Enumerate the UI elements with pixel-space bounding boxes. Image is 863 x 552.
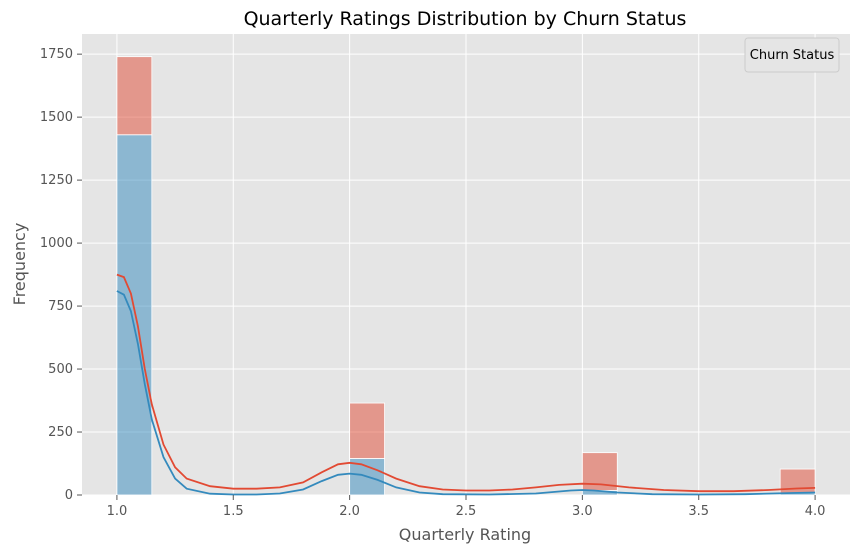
y-tick-label: 250	[48, 425, 73, 440]
kde-line-series-0	[116, 290, 816, 496]
x-tick-label: 1.5	[223, 504, 244, 519]
x-tick-label: 3.0	[572, 504, 593, 519]
y-tick-label: 1500	[40, 110, 73, 125]
histogram-bar-series-1	[349, 402, 385, 459]
x-tick-label: 3.5	[688, 504, 709, 519]
kde-curves	[116, 273, 816, 496]
x-axis-label: Quarterly Rating	[399, 525, 531, 544]
legend: Churn Status	[744, 37, 840, 73]
histogram-bars	[116, 56, 816, 496]
y-axis-ticks: 0 250 500 750 1000 1250 1500 1750	[40, 47, 82, 503]
y-tick-label: 750	[48, 299, 73, 314]
x-tick-label: 1.0	[107, 504, 128, 519]
y-tick-label: 1250	[40, 173, 73, 188]
y-tick-label: 500	[48, 362, 73, 377]
x-axis-ticks: 1.0 1.5 2.0 2.5 3.0 3.5 4.0	[107, 495, 826, 519]
y-axis-label: Frequency	[10, 223, 29, 306]
x-tick-label: 2.5	[456, 504, 477, 519]
legend-title: Churn Status	[750, 48, 835, 63]
y-tick-label: 1750	[40, 47, 73, 62]
x-tick-label: 2.0	[339, 504, 360, 519]
histogram-bar-series-1	[116, 56, 153, 136]
chart-title: Quarterly Ratings Distribution by Churn …	[244, 8, 687, 30]
y-tick-label: 1000	[40, 236, 73, 251]
x-tick-label: 4.0	[805, 504, 826, 519]
histogram-bar-series-0	[116, 134, 153, 496]
kde-line-series-1	[116, 273, 816, 493]
legend-box	[744, 37, 840, 73]
y-tick-label: 0	[65, 488, 73, 503]
